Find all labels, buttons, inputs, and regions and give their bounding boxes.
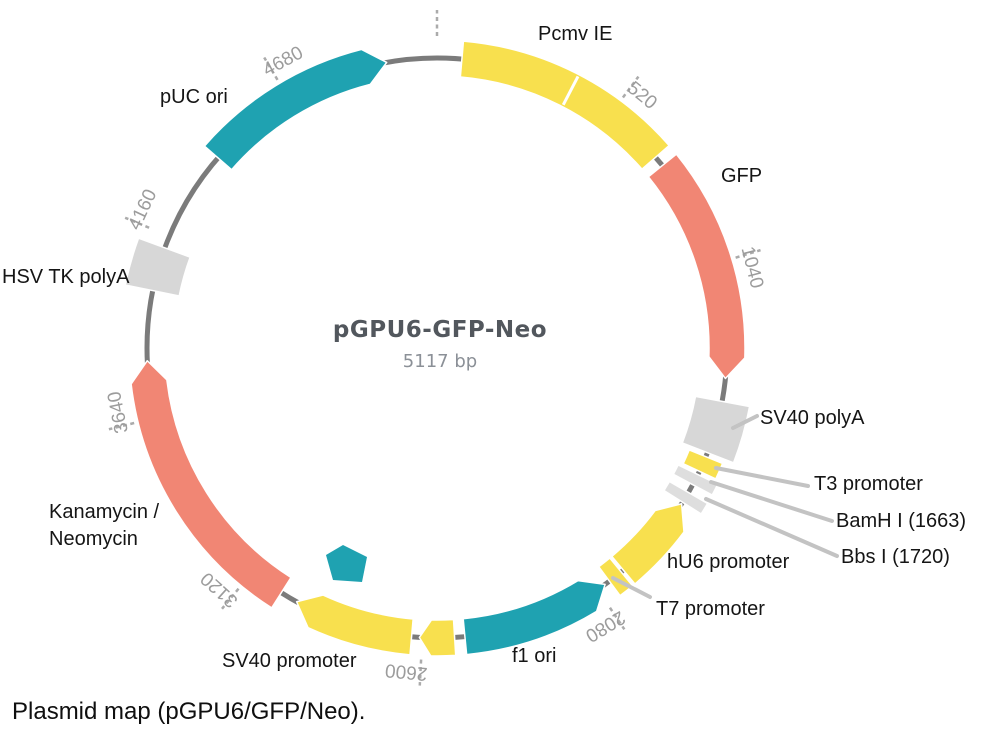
insert-marker-pentagon — [326, 545, 367, 582]
feature-label-sv40-promoter: SV40 promoter — [222, 650, 357, 672]
feature-label-hsv-tk-polya: HSV TK polyA — [2, 266, 130, 288]
feature-label-t3-promoter: T3 promoter — [814, 473, 923, 495]
tick-label-3640: 3640 — [104, 390, 133, 436]
site-label-bamhi: BamH I (1663) — [836, 510, 967, 532]
leader-line-t7-promoter — [611, 576, 652, 599]
feature-label-f1-ori: f1 ori — [512, 645, 557, 667]
feature-arc-kanamycin-neomycin — [130, 359, 292, 609]
site-label-bbsi: Bbs I (1720) — [841, 546, 950, 568]
leader-line-sv40-polya — [731, 414, 759, 430]
site-mark-bamhi — [672, 463, 719, 497]
feature-arc-hu6-promoter — [611, 503, 685, 585]
feature-label-gfp: GFP — [721, 165, 763, 187]
kanamycin-label-line2: Neomycin — [49, 528, 138, 550]
kanamycin-label-line1: Kanamycin / — [49, 501, 160, 523]
tick-label-4160: 4160 — [124, 186, 161, 233]
feature-arc-t7-promoter — [597, 557, 634, 597]
feature-arc-sv40-early-piece — [418, 618, 457, 657]
feature-divider-pcmv-ie — [561, 75, 580, 106]
feature-label-pcmv-ie: Pcmv IE — [538, 23, 613, 45]
feature-arc-sv40-polya — [681, 395, 751, 464]
leader-line-bamhi — [709, 480, 834, 523]
feature-label-sv40-polya: SV40 polyA — [760, 407, 865, 429]
figure-caption: Plasmid map (pGPU6/GFP/Neo). — [12, 698, 366, 725]
feature-arc-puc-ori — [203, 48, 388, 171]
feature-arc-hsv-tk-polya — [124, 237, 191, 297]
feature-arc-f1-ori — [462, 579, 606, 656]
site-mark-bbsi — [662, 480, 709, 515]
plasmid-size: 5117 bp — [402, 351, 478, 372]
feature-label-puc-ori: pUC ori — [160, 86, 228, 108]
feature-arc-gfp — [647, 153, 746, 380]
leader-line-t3-promoter — [714, 466, 810, 488]
leader-line-bbsi — [704, 497, 839, 558]
feature-label-kanamycin-neomycin: Kanamycin / Neomycin — [49, 499, 159, 553]
tick-label-2600: 2600 — [384, 659, 428, 684]
plasmid-title: pGPU6-GFP-Neo — [332, 317, 548, 343]
map-static-layer — [326, 414, 839, 599]
feature-label-t7-promoter: T7 promoter — [656, 598, 765, 620]
feature-arc-sv40-promoter — [295, 594, 414, 656]
tick-label-1040: 1040 — [736, 244, 767, 290]
feature-label-hu6-promoter: hU6 promoter — [667, 551, 790, 573]
